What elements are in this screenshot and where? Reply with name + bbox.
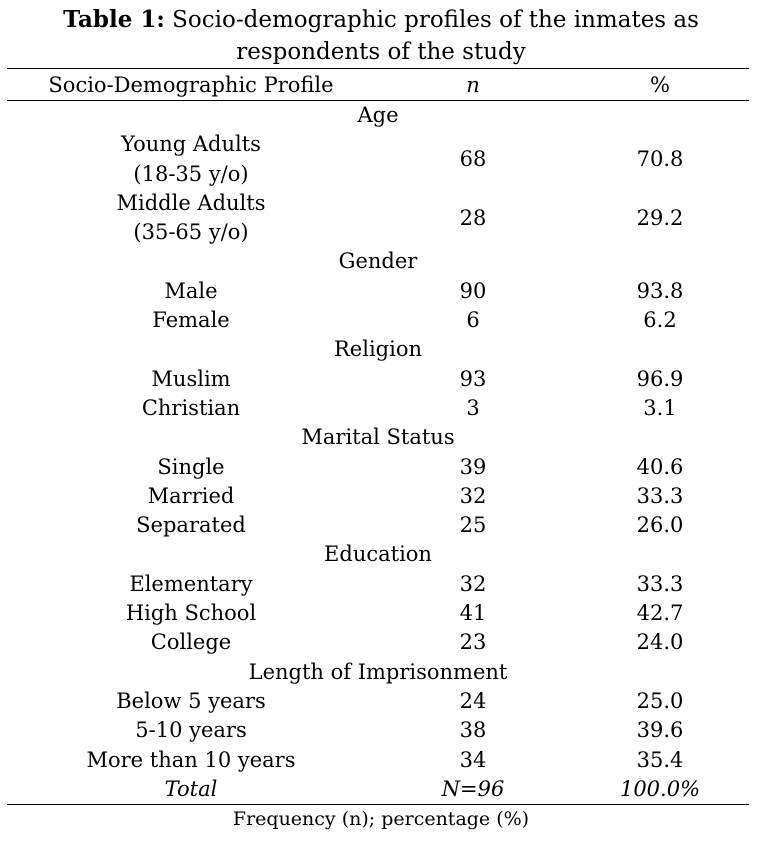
row-n: 68 [459,146,487,171]
row-percent: 26.0 [636,513,684,538]
row-n: 38 [459,718,487,743]
total-row: Total N=96 100.0% [7,774,749,806]
section-title: Religion [334,337,422,362]
row-label-line-2: (18-35 y/o) [133,161,249,186]
row-label-line-2: (35-65 y/o) [133,220,249,245]
header-n: n [466,72,480,97]
row-n: 90 [459,278,487,303]
section-row-length-of-imprisonment: Length of Imprisonment [7,658,749,687]
caption-line-1: Table 1: Socio-demographic profiles of t… [0,4,762,36]
total-label: Total [7,774,375,806]
table-row: Separated 25 26.0 [7,511,749,540]
table-row: Male 90 93.8 [7,277,749,306]
section-row-marital-status: Marital Status [7,423,749,452]
row-percent: 33.3 [636,571,684,596]
row-n: 3 [466,395,480,420]
table-row: Christian 3 3.1 [7,394,749,423]
table-row: Muslim 93 96.9 [7,365,749,394]
table-row: More than 10 years 34 35.4 [7,746,749,775]
row-label: Muslim [151,366,231,391]
section-title: Gender [338,249,418,274]
row-label-line-1: Young Adults [121,132,261,157]
row-percent: 6.2 [643,308,677,333]
table-row: Young Adults (18-35 y/o) 68 70.8 [7,130,749,189]
row-percent: 35.4 [636,747,684,772]
table-row: Single 39 40.6 [7,453,749,482]
table-row: Below 5 years 24 25.0 [7,687,749,716]
caption-text-line-2: respondents of the study [236,39,526,65]
row-percent: 3.1 [643,395,677,420]
table-row: Elementary 32 33.3 [7,570,749,599]
row-n: 25 [459,513,487,538]
row-n: 6 [466,308,480,333]
row-n: 39 [459,454,487,479]
row-label: High School [125,601,257,626]
header-percent: % [650,72,670,97]
row-n: 93 [459,366,487,391]
row-label: Male [164,278,218,303]
table-row: 5-10 years 38 39.6 [7,716,749,745]
row-label: Below 5 years [116,688,266,713]
row-percent: 42.7 [636,601,684,626]
socio-demographic-table: Socio-Demographic Profile n % Age Young … [7,68,749,806]
total-n: N=96 [375,774,571,806]
row-label: Separated [136,513,246,538]
row-n: 32 [459,571,487,596]
row-percent: 93.8 [636,278,684,303]
section-row-education: Education [7,540,749,569]
row-label-line-1: Middle Adults [116,190,266,215]
table-row: Married 32 33.3 [7,482,749,511]
row-percent: 25.0 [636,688,684,713]
row-n: 28 [459,205,487,230]
caption-text-line-1: Socio-demographic profiles of the inmate… [172,7,699,33]
row-percent: 33.3 [636,483,684,508]
row-label: College [150,630,232,655]
row-label: Middle Adults (35-65 y/o) [7,189,375,248]
row-percent: 96.9 [636,366,684,391]
row-label: Single [157,454,225,479]
table-row: Female 6 6.2 [7,306,749,335]
row-label: Female [152,308,230,333]
row-percent: 24.0 [636,630,684,655]
section-row-religion: Religion [7,335,749,364]
row-n: 41 [459,601,487,626]
row-percent: 70.8 [636,146,684,171]
section-title: Length of Imprisonment [248,659,508,684]
table-row: College 23 24.0 [7,628,749,657]
section-title: Marital Status [301,425,455,450]
row-percent: 39.6 [636,718,684,743]
row-label: Young Adults (18-35 y/o) [7,130,375,189]
total-percent: 100.0% [571,774,749,806]
row-n: 24 [459,688,487,713]
table-caption: Table 1: Socio-demographic profiles of t… [0,4,762,68]
header-profile: Socio-Demographic Profile [48,72,334,97]
section-row-age: Age [7,101,749,131]
row-percent: 29.2 [636,205,684,230]
row-percent: 40.6 [636,454,684,479]
table-row: Middle Adults (35-65 y/o) 28 29.2 [7,189,749,248]
table-header: Socio-Demographic Profile n % [7,68,749,101]
table-body: Age Young Adults (18-35 y/o) 68 70.8 Mid… [7,101,749,806]
row-n: 23 [459,630,487,655]
section-row-gender: Gender [7,247,749,276]
table-row: High School 41 42.7 [7,599,749,628]
row-label: Elementary [129,571,253,596]
table-footnote: Frequency (n); percentage (%) [232,808,530,830]
row-n: 32 [459,483,487,508]
row-label: More than 10 years [86,747,296,772]
section-title: Age [357,103,399,127]
header-row: Socio-Demographic Profile n % [7,68,749,101]
row-label: 5-10 years [135,718,247,743]
section-title: Education [324,542,432,567]
row-n: 34 [459,747,487,772]
row-label: Married [147,483,235,508]
caption-label: Table 1: [63,6,165,33]
row-label: Christian [141,395,241,420]
